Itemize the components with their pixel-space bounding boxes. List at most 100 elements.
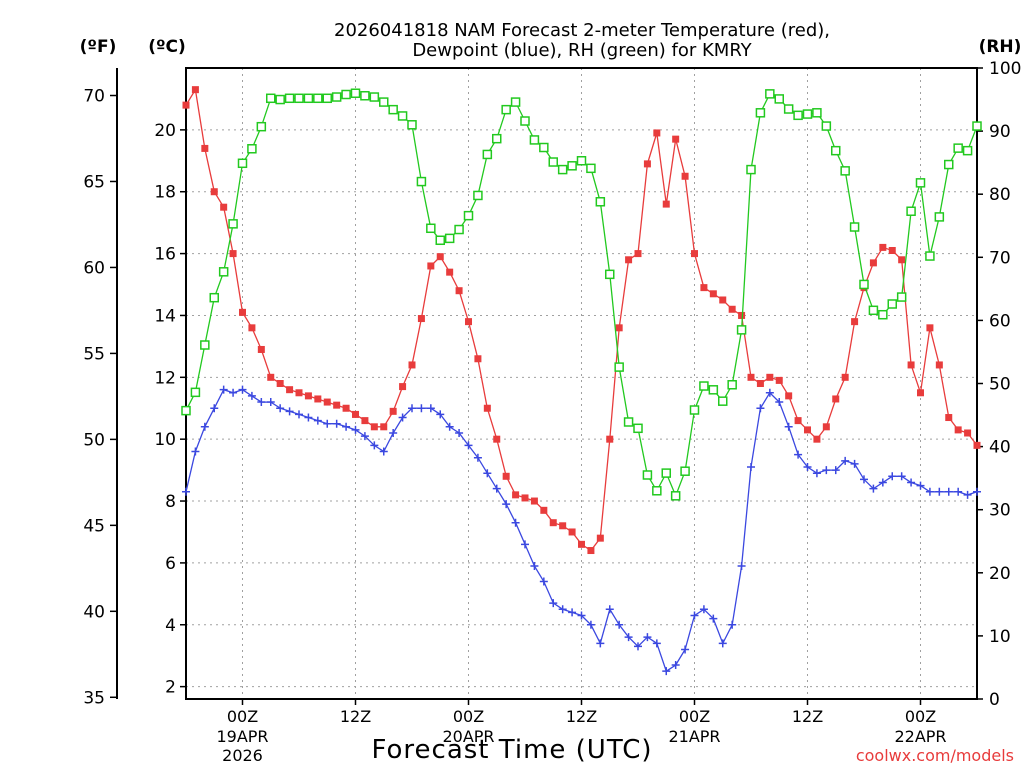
fahrenheit-tick-label: 65 [83, 172, 105, 192]
dewpoint-point [379, 447, 388, 456]
dewpoint-point [671, 660, 680, 669]
rh-point [284, 93, 295, 104]
fahrenheit-tick-label: 55 [83, 344, 105, 364]
dewpoint-point [973, 487, 981, 496]
rh-tick-label: 0 [989, 690, 1000, 710]
temperature-point [455, 287, 463, 295]
temperature-point [502, 472, 510, 480]
dewpoint-point [737, 561, 746, 570]
temperature-point [700, 284, 708, 292]
dewpoint-point [492, 484, 501, 493]
rh-tick-label: 50 [989, 375, 1011, 395]
dewpoint-point [718, 639, 727, 648]
temperature-point [841, 373, 849, 381]
rh-point [840, 166, 850, 176]
temperature-point [399, 383, 407, 391]
temperature-point [794, 417, 802, 425]
dewpoint-point [662, 667, 671, 676]
rh-point [388, 104, 398, 115]
temperature-point [370, 423, 378, 431]
rh-tick-label: 90 [989, 122, 1011, 142]
temperature-point [549, 519, 557, 527]
rh-point [520, 116, 530, 126]
temperature-point [813, 435, 821, 443]
rh-point [670, 491, 681, 501]
dewpoint-point [577, 611, 586, 620]
temperature-point [446, 268, 454, 276]
temperature-point [587, 547, 595, 555]
dewpoint-point [473, 453, 482, 462]
fahrenheit-tick-label: 45 [83, 516, 105, 536]
rh-point [209, 292, 219, 303]
rh-point [181, 405, 191, 416]
rh-point [444, 233, 455, 244]
rh-axis: 0 10 20 30 40 50 60 70 80 90 100 [977, 59, 1021, 710]
temperature-point [248, 324, 256, 332]
temperature-point [898, 256, 906, 264]
rh-point [548, 157, 558, 167]
chart-title-line2: Dewpoint (blue), RH (green) for KMRY [412, 40, 752, 61]
rh-point [689, 405, 700, 415]
rh-point [397, 111, 408, 121]
dewpoint-point [897, 472, 906, 481]
temperature-point [304, 392, 312, 400]
dewpoint-point [389, 428, 398, 437]
rh-point [275, 94, 285, 105]
rh-point [218, 267, 229, 277]
temperature-point [521, 494, 529, 502]
temperature-point [785, 392, 793, 400]
celsius-tick-label: 10 [154, 430, 176, 450]
dewpoint-point [605, 605, 614, 614]
temperature-point [512, 491, 520, 499]
dewpoint-point [191, 447, 200, 456]
dewpoint-point [690, 611, 699, 620]
temperature-point [926, 324, 934, 332]
dewpoint-point [765, 388, 774, 397]
temperature-point [973, 441, 981, 449]
dewpoint-point [925, 487, 934, 496]
rh-point [247, 144, 257, 154]
rh-point [379, 97, 389, 107]
chart-title: 2026041818 NAM Forecast 2-meter Temperat… [334, 20, 830, 41]
rh-point [859, 279, 869, 290]
dewpoint-point [229, 388, 238, 397]
rh-point [595, 197, 606, 207]
rh-point [934, 212, 945, 222]
rh-tick-label: 30 [989, 501, 1011, 521]
temperature-point [352, 410, 359, 418]
dewpoint-point [445, 422, 454, 431]
rh-point [736, 325, 747, 335]
dewpoint-point [455, 428, 464, 437]
time-tick-label: 12Z [792, 707, 823, 726]
temperature-point [691, 250, 698, 258]
dewpoint-point [869, 484, 878, 493]
temperature-point [945, 414, 953, 422]
credit-label: coolwx.com/models [856, 746, 1014, 765]
rh-point [812, 108, 822, 118]
temperature-point [436, 253, 444, 261]
temperature-point [361, 417, 369, 425]
celsius-tick-label: 18 [154, 183, 176, 203]
temperature-point [681, 172, 689, 180]
rh-point [303, 93, 314, 104]
temperature-point [625, 256, 633, 264]
celsius-tick-label: 16 [154, 245, 176, 265]
rh-point [501, 104, 511, 115]
dewpoint-point [285, 407, 294, 416]
rh-tick-label: 100 [989, 59, 1021, 79]
dewpoint-point [596, 639, 605, 648]
dewpoint-point [709, 614, 718, 623]
temperature-point [804, 426, 811, 434]
rh-point [774, 94, 784, 104]
rh-point [529, 135, 540, 145]
fahrenheit-tick-label: 50 [83, 430, 105, 450]
temperature-point [615, 324, 623, 332]
rh-point [237, 158, 248, 169]
dewpoint-point [360, 432, 369, 441]
rh-tick-label: 40 [989, 438, 1011, 458]
temperature-point [530, 497, 538, 505]
rh-point [576, 156, 587, 166]
celsius-tick-label: 6 [165, 554, 176, 574]
